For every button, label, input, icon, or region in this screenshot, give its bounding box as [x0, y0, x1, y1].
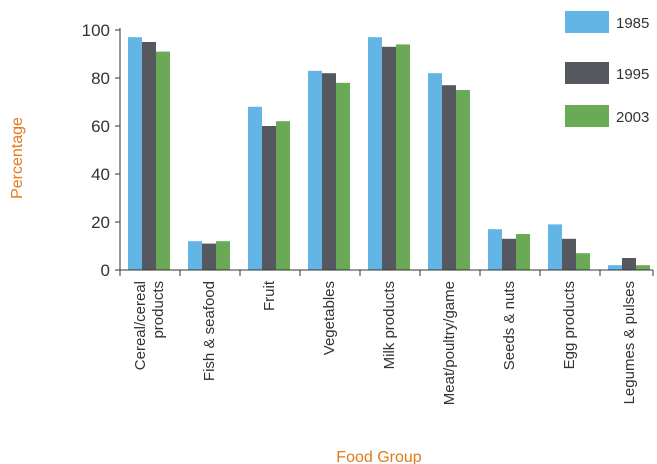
bar-1985-1: [188, 241, 202, 270]
bar-1985-5: [428, 73, 442, 270]
y-tick-label: 0: [101, 261, 110, 280]
y-axis-title: Percentage: [9, 117, 26, 199]
legend-swatch-1985: [565, 11, 609, 33]
y-tick-label: 60: [91, 117, 110, 136]
y-tick-label: 80: [91, 69, 110, 88]
legend-label-1985: 1985: [616, 15, 649, 32]
x-category-label: Legumes & pulses: [621, 281, 638, 404]
bar-1995-3: [322, 73, 336, 270]
bar-1995-1: [202, 243, 216, 270]
bar-1985-7: [548, 224, 562, 270]
bar-2003-5: [456, 90, 470, 270]
x-category-label: Cereal/cerealproducts: [132, 281, 167, 370]
x-category-label: Meat/poultry/game: [441, 281, 458, 405]
bar-1985-8: [608, 265, 622, 270]
bar-1995-7: [562, 238, 576, 270]
bar-2003-8: [636, 265, 650, 270]
bar-2003-4: [396, 44, 410, 271]
bar-2003-6: [516, 234, 530, 270]
bar-1985-2: [248, 106, 262, 270]
x-category-label: Vegetables: [321, 281, 338, 355]
bar-2003-3: [336, 82, 350, 270]
bar-1995-2: [262, 126, 276, 270]
legend-label-1995: 1995: [616, 66, 649, 83]
legend-swatch-2003: [565, 105, 609, 127]
bar-1995-8: [622, 258, 636, 270]
x-axis-title: Food Group: [336, 449, 421, 464]
bar-2003-0: [156, 51, 170, 270]
bar-2003-7: [576, 253, 590, 270]
y-tick-label: 100: [82, 21, 110, 40]
x-category-label: Egg products: [561, 281, 578, 369]
bar-1985-3: [308, 70, 322, 270]
bar-1995-5: [442, 85, 456, 270]
bar-1985-4: [368, 37, 382, 271]
y-tick-label: 20: [91, 213, 110, 232]
x-category-label: Seeds & nuts: [501, 281, 518, 370]
x-category-label: Milk products: [381, 281, 398, 369]
x-axis: Cereal/cerealproducts Fish & seafood Fruit…: [119, 269, 654, 405]
bar-1985-6: [488, 229, 502, 270]
bar-1995-0: [142, 42, 156, 270]
x-category-label: Fruit: [261, 280, 278, 311]
bar-1995-4: [382, 46, 396, 270]
bar-1985-0: [128, 37, 142, 271]
x-category-label: Fish & seafood: [201, 281, 218, 381]
y-tick-label: 40: [91, 165, 110, 184]
legend: 1985 1995 2003: [565, 11, 649, 127]
bars-group: [128, 37, 650, 271]
legend-swatch-1995: [565, 62, 609, 84]
bar-2003-2: [276, 121, 290, 270]
bar-1995-6: [502, 238, 516, 270]
legend-label-2003: 2003: [616, 109, 649, 126]
bar-2003-1: [216, 241, 230, 270]
y-axis: 0 20 40 60 80 100: [82, 21, 121, 280]
